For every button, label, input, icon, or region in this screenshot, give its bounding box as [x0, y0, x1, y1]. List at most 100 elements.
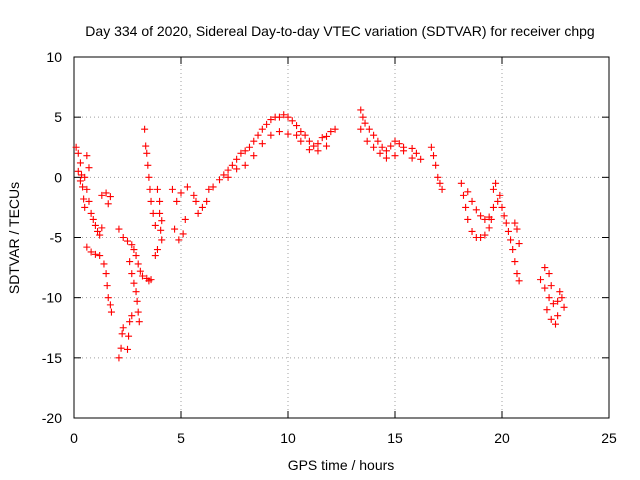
data-point — [284, 130, 292, 138]
data-point — [107, 308, 115, 316]
data-point — [144, 161, 152, 169]
y-tick-label: -10 — [42, 290, 62, 306]
data-point — [376, 149, 384, 157]
data-point — [515, 277, 523, 285]
data-point — [359, 113, 367, 121]
data-point — [387, 142, 395, 150]
data-point — [158, 236, 166, 244]
data-point — [96, 252, 104, 260]
data-point — [156, 197, 164, 205]
data-point — [293, 122, 301, 130]
data-point — [284, 113, 292, 121]
data-point — [434, 173, 442, 181]
data-point — [128, 312, 136, 320]
data-point — [87, 209, 95, 217]
data-point — [181, 215, 189, 223]
y-tick-label: 5 — [54, 109, 62, 125]
data-point — [545, 270, 553, 278]
data-point — [142, 142, 150, 150]
data-point — [118, 330, 126, 338]
data-point — [96, 231, 104, 239]
data-point — [192, 197, 200, 205]
data-point — [305, 137, 313, 145]
data-point — [541, 284, 549, 292]
data-point — [494, 197, 502, 205]
data-point — [241, 147, 249, 155]
data-point — [485, 213, 493, 221]
data-point — [323, 142, 331, 150]
data-point — [224, 173, 232, 181]
data-point — [237, 149, 245, 157]
data-point — [183, 183, 191, 191]
data-point — [250, 152, 258, 160]
data-point — [119, 234, 127, 241]
data-point — [87, 248, 95, 256]
data-point — [132, 252, 140, 260]
data-point — [91, 221, 99, 229]
data-point — [462, 203, 470, 211]
data-point — [156, 209, 164, 217]
data-point — [126, 318, 134, 326]
data-point — [151, 221, 159, 229]
data-point — [552, 320, 559, 328]
data-point — [233, 165, 241, 173]
data-point — [177, 189, 185, 197]
data-point — [145, 173, 153, 181]
data-point — [74, 167, 82, 175]
x-tick-label: 0 — [70, 430, 78, 446]
data-point — [126, 258, 134, 266]
data-point — [537, 276, 545, 284]
data-point — [117, 344, 125, 352]
data-point — [541, 264, 549, 272]
data-point — [391, 152, 399, 160]
data-point — [504, 227, 512, 235]
data-point — [492, 179, 500, 187]
data-point — [143, 149, 151, 157]
data-point — [468, 197, 476, 205]
data-point — [89, 215, 97, 223]
data-point — [331, 125, 339, 133]
data-point — [391, 137, 399, 145]
data-point — [149, 209, 157, 217]
y-tick-label: -5 — [50, 230, 63, 246]
data-point — [556, 288, 564, 296]
data-point — [314, 140, 322, 148]
data-point — [233, 155, 241, 163]
y-tick-label: -20 — [42, 410, 62, 426]
data-point — [133, 297, 141, 305]
data-point — [83, 185, 91, 193]
data-point — [91, 250, 99, 258]
data-point — [305, 146, 313, 154]
data-point — [153, 185, 161, 193]
data-point — [205, 185, 213, 193]
data-point — [132, 288, 140, 296]
data-point — [436, 179, 444, 187]
data-point — [128, 270, 136, 278]
data-point — [134, 308, 142, 316]
data-point — [297, 128, 305, 136]
data-point — [241, 161, 249, 169]
data-point — [481, 231, 489, 239]
data-point — [489, 185, 497, 193]
data-point — [98, 224, 106, 232]
data-point — [507, 236, 515, 244]
data-point — [80, 195, 88, 203]
data-point — [515, 240, 523, 248]
data-point — [275, 128, 283, 136]
data-point — [147, 276, 155, 284]
data-point — [72, 143, 80, 151]
data-point — [81, 203, 89, 211]
data-point — [310, 142, 318, 150]
data-point — [135, 318, 143, 326]
data-point — [194, 209, 202, 217]
data-point — [554, 297, 562, 305]
y-tick-label: 0 — [54, 169, 62, 185]
data-point — [198, 203, 206, 211]
data-point — [76, 159, 84, 167]
data-point — [464, 188, 472, 196]
data-point — [400, 147, 408, 155]
data-point — [171, 225, 179, 233]
data-point — [83, 152, 91, 160]
y-tick-label: -15 — [42, 350, 62, 366]
